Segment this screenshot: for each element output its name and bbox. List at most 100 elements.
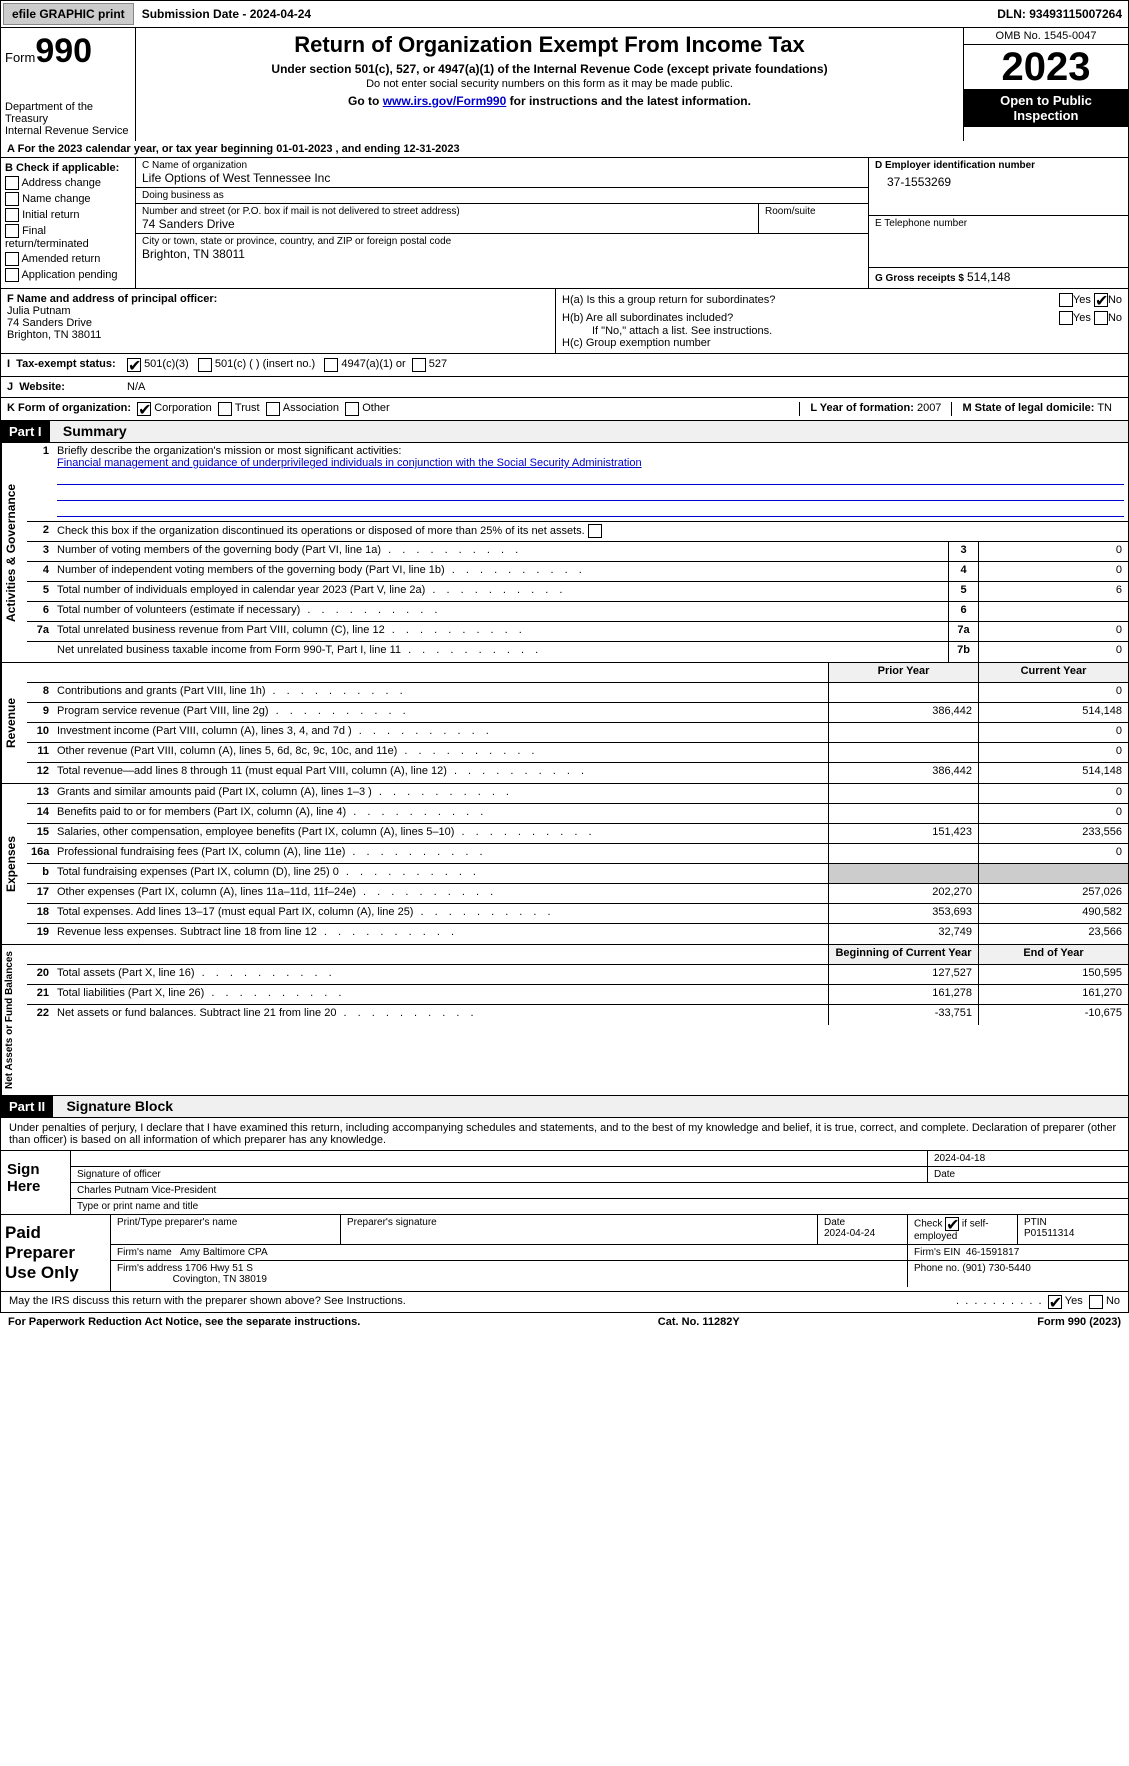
firm-phone: (901) 730-5440 — [962, 1263, 1030, 1274]
cat-no: Cat. No. 11282Y — [658, 1316, 740, 1328]
paperwork-notice: For Paperwork Reduction Act Notice, see … — [8, 1316, 360, 1328]
efile-print-button[interactable]: efile GRAPHIC print — [3, 3, 134, 25]
open-inspection: Open to Public Inspection — [964, 89, 1128, 127]
officer-addr2: Brighton, TN 38011 — [7, 329, 549, 341]
summary-row: 5Total number of individuals employed in… — [27, 582, 1128, 602]
chk-amended-return[interactable]: Amended return — [5, 252, 131, 266]
chk-app-pending[interactable]: Application pending — [5, 268, 131, 282]
summary-row: 20Total assets (Part X, line 16)127,5271… — [27, 965, 1128, 985]
summary-row: bTotal fundraising expenses (Part IX, co… — [27, 864, 1128, 884]
side-governance: Activities & Governance — [1, 443, 27, 662]
chk-final-return[interactable]: Final return/terminated — [5, 224, 131, 250]
section-ij: I Tax-exempt status: 501(c)(3) 501(c) ( … — [0, 354, 1129, 398]
dept-treasury: Department of the Treasury — [5, 101, 131, 125]
firm-addr1: 1706 Hwy 51 S — [185, 1263, 253, 1274]
side-expenses: Expenses — [1, 784, 27, 944]
city-value: Brighton, TN 38011 — [142, 247, 862, 261]
chk-4947[interactable] — [324, 358, 338, 372]
summary-row: 16aProfessional fundraising fees (Part I… — [27, 844, 1128, 864]
section-b-header: B Check if applicable: — [5, 162, 131, 174]
summary-row: 15Salaries, other compensation, employee… — [27, 824, 1128, 844]
gross-receipts-value: 514,148 — [967, 270, 1010, 284]
sig-officer-label: Signature of officer — [71, 1167, 928, 1182]
officer-name: Julia Putnam — [7, 305, 549, 317]
chk-name-change[interactable]: Name change — [5, 192, 131, 206]
chk-501c[interactable] — [198, 358, 212, 372]
chk-address-change[interactable]: Address change — [5, 176, 131, 190]
ein-label: D Employer identification number — [875, 160, 1122, 171]
ha-no[interactable] — [1094, 293, 1108, 307]
summary-row: 8Contributions and grants (Part VIII, li… — [27, 683, 1128, 703]
prep-name-hdr: Print/Type preparer's name — [111, 1215, 341, 1244]
ha-label: H(a) Is this a group return for subordin… — [562, 294, 1059, 306]
chk-trust[interactable] — [218, 402, 232, 416]
summary-row: 4Number of independent voting members of… — [27, 562, 1128, 582]
side-revenue: Revenue — [1, 663, 27, 783]
irs-link[interactable]: www.irs.gov/Form990 — [383, 94, 507, 108]
summary-row: 11Other revenue (Part VIII, column (A), … — [27, 743, 1128, 763]
goto-instructions: Go to www.irs.gov/Form990 for instructio… — [142, 94, 957, 108]
dba-label: Doing business as — [142, 190, 862, 201]
begin-year-hdr: Beginning of Current Year — [828, 945, 978, 964]
website-value: N/A — [127, 381, 145, 393]
discuss-row: May the IRS discuss this return with the… — [0, 1292, 1129, 1313]
chk-discontinued[interactable] — [588, 524, 602, 538]
summary-row: 17Other expenses (Part IX, column (A), l… — [27, 884, 1128, 904]
line-a-tax-year: A For the 2023 calendar year, or tax yea… — [0, 141, 1129, 158]
ssn-warning: Do not enter social security numbers on … — [142, 78, 957, 90]
footer: For Paperwork Reduction Act Notice, see … — [0, 1313, 1129, 1331]
prior-year-hdr: Prior Year — [828, 663, 978, 682]
firm-name: Amy Baltimore CPA — [180, 1247, 268, 1258]
mission-text: Financial management and guidance of und… — [57, 457, 642, 469]
current-year-hdr: Current Year — [978, 663, 1128, 682]
chk-self-employed[interactable] — [945, 1217, 959, 1231]
chk-501c3[interactable] — [127, 358, 141, 372]
discuss-no[interactable] — [1089, 1295, 1103, 1309]
paid-preparer-block: Paid Preparer Use Only Print/Type prepar… — [0, 1215, 1129, 1292]
type-print-label: Type or print name and title — [71, 1199, 1128, 1214]
chk-corp[interactable] — [137, 402, 151, 416]
form-number: Form990 — [5, 32, 131, 71]
chk-assoc[interactable] — [266, 402, 280, 416]
summary-row: 21Total liabilities (Part X, line 26)161… — [27, 985, 1128, 1005]
hb-no[interactable] — [1094, 311, 1108, 325]
chk-527[interactable] — [412, 358, 426, 372]
chk-initial-return[interactable]: Initial return — [5, 208, 131, 222]
state-domicile: TN — [1097, 402, 1112, 414]
hb-yes[interactable] — [1059, 311, 1073, 325]
summary-row: 22Net assets or fund balances. Subtract … — [27, 1005, 1128, 1025]
org-name-label: C Name of organization — [142, 160, 862, 171]
hb-label: H(b) Are all subordinates included? — [562, 312, 1059, 324]
summary-row: 3Number of voting members of the governi… — [27, 542, 1128, 562]
summary-row: 10Investment income (Part VIII, column (… — [27, 723, 1128, 743]
part1-bar: Part I Summary — [0, 421, 1129, 443]
sig-date-label: Date — [928, 1167, 1128, 1182]
chk-other[interactable] — [345, 402, 359, 416]
hb-note: If "No," attach a list. See instructions… — [562, 325, 1122, 337]
irs-label: Internal Revenue Service — [5, 125, 131, 137]
summary-row: 19Revenue less expenses. Subtract line 1… — [27, 924, 1128, 944]
prep-sig-hdr: Preparer's signature — [341, 1215, 818, 1244]
submission-date: Submission Date - 2024-04-24 — [136, 7, 317, 21]
ein-value: 37-1553269 — [875, 175, 1122, 189]
part2-bar: Part II Signature Block — [0, 1096, 1129, 1118]
officer-addr1: 74 Sanders Drive — [7, 317, 549, 329]
form-title: Return of Organization Exempt From Incom… — [142, 32, 957, 58]
officer-printed: Charles Putnam Vice-President — [71, 1183, 1128, 1198]
dln: DLN: 93493115007264 — [991, 7, 1128, 21]
summary-row: 13Grants and similar amounts paid (Part … — [27, 784, 1128, 804]
ha-yes[interactable] — [1059, 293, 1073, 307]
prep-date: 2024-04-24 — [824, 1228, 875, 1239]
summary-netassets: Net Assets or Fund Balances Beginning of… — [0, 945, 1129, 1096]
city-label: City or town, state or province, country… — [142, 236, 862, 247]
perjury-text: Under penalties of perjury, I declare th… — [0, 1118, 1129, 1151]
summary-row: 18Total expenses. Add lines 13–17 (must … — [27, 904, 1128, 924]
discuss-yes[interactable] — [1048, 1295, 1062, 1309]
summary-governance: Activities & Governance 1 Briefly descri… — [0, 443, 1129, 663]
address-value: 74 Sanders Drive — [142, 217, 752, 231]
summary-revenue: Revenue Prior Year Current Year 8Contrib… — [0, 663, 1129, 784]
org-name: Life Options of West Tennessee Inc — [142, 171, 862, 185]
paid-preparer-label: Paid Preparer Use Only — [1, 1215, 111, 1291]
firm-ein: 46-1591817 — [966, 1247, 1019, 1258]
firm-addr2: Covington, TN 38019 — [173, 1274, 267, 1285]
